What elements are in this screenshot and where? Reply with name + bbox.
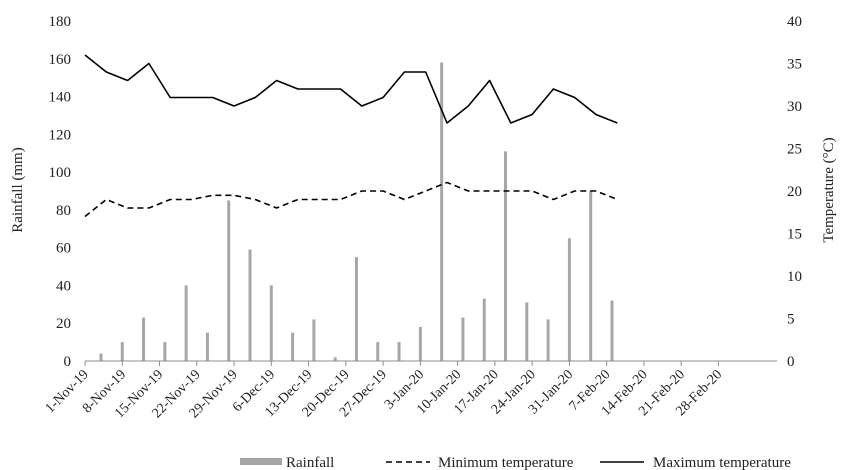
right-tick-label: 35	[787, 57, 802, 73]
left-tick-label: 0	[64, 354, 72, 370]
rainfall-bar	[142, 317, 146, 361]
left-axis-ticks: 0 20 40 60 80 100 120 140 160 180	[49, 14, 72, 370]
left-tick-label: 60	[56, 241, 71, 257]
rainfall-bar	[99, 353, 103, 361]
left-tick-label: 120	[49, 127, 72, 143]
rainfall-bar	[461, 317, 465, 361]
right-tick-label: 10	[787, 269, 802, 285]
rainfall-bar	[269, 285, 273, 361]
rainfall-bar	[567, 238, 571, 361]
rainfall-bar	[397, 342, 401, 361]
left-tick-label: 20	[56, 316, 71, 332]
rainfall-bar	[291, 332, 295, 361]
right-tick-label: 0	[787, 354, 795, 370]
rainfall-bar	[248, 249, 252, 361]
rainfall-bar	[482, 298, 486, 361]
left-tick-label: 80	[56, 203, 71, 219]
rainfall-bar	[525, 302, 529, 361]
left-tick-label: 160	[49, 52, 72, 68]
legend: Rainfall Minimum temperature Maximum tem…	[240, 455, 791, 470]
legend-swatch-rainfall	[240, 458, 282, 465]
rainfall-bar	[546, 319, 550, 361]
rainfall-bars	[99, 62, 614, 362]
right-axis-ticks: 0 5 10 15 20 25 30 35 40	[787, 14, 802, 370]
left-axis-label: Rainfall (mm)	[10, 147, 26, 232]
right-tick-label: 15	[787, 227, 802, 243]
legend-label-min-temp: Minimum temperature	[438, 455, 574, 470]
rainfall-bar	[333, 357, 337, 361]
legend-label-rainfall: Rainfall	[286, 455, 334, 470]
rainfall-bar	[205, 332, 209, 361]
min-temperature-line	[84, 181, 618, 218]
rainfall-bar	[376, 342, 380, 361]
rainfall-bar	[312, 319, 316, 361]
rainfall-bar	[227, 200, 231, 361]
temperature-lines	[84, 54, 618, 218]
right-tick-label: 25	[787, 142, 802, 158]
legend-label-max-temp: Maximum temperature	[653, 455, 791, 470]
max-temperature-line	[84, 54, 618, 124]
rainfall-bar	[610, 300, 614, 361]
rainfall-bar	[418, 327, 422, 361]
right-tick-label: 30	[787, 99, 802, 115]
rainfall-bar	[184, 285, 188, 361]
left-tick-label: 180	[49, 14, 72, 30]
left-tick-label: 140	[49, 90, 72, 106]
right-tick-label: 20	[787, 184, 802, 200]
rainfall-bar	[440, 62, 444, 362]
left-tick-label: 100	[49, 165, 72, 181]
left-tick-label: 40	[56, 278, 71, 294]
rainfall-bar	[589, 191, 593, 361]
right-tick-label: 5	[787, 312, 795, 328]
rainfall-bar	[163, 342, 167, 361]
rainfall-bar	[504, 151, 508, 361]
right-tick-label: 40	[787, 14, 802, 30]
right-axis-label: Temperature (°C)	[821, 137, 837, 242]
rainfall-bar	[354, 257, 358, 361]
rainfall-bar	[120, 342, 124, 361]
x-axis-ticks: 1-Nov-198-Nov-1915-Nov-1922-Nov-1929-Nov…	[43, 361, 725, 421]
